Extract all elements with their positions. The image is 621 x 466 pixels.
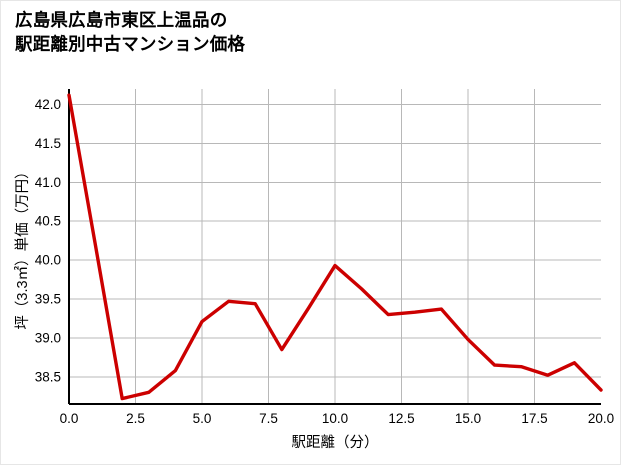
x-tick-label: 2.5 — [126, 411, 145, 426]
x-axis-title: 駅距離（分） — [292, 433, 379, 451]
x-tick-label: 12.5 — [388, 411, 414, 426]
y-tick-label: 41.0 — [35, 175, 61, 190]
x-tick-label: 0.0 — [60, 411, 79, 426]
y-tick-label: 39.0 — [35, 330, 61, 345]
x-tick-label: 7.5 — [259, 411, 278, 426]
x-tick-label: 20.0 — [588, 411, 614, 426]
y-tick-label: 38.5 — [35, 369, 61, 384]
gridline-group — [69, 89, 601, 404]
x-tick-label: 5.0 — [193, 411, 212, 426]
y-tick-label: 40.0 — [35, 253, 61, 268]
page-title: 広島県広島市東区上温品の 駅距離別中古マンション価格 — [15, 10, 246, 54]
y-tick-label: 41.5 — [35, 136, 61, 151]
x-tick-label: 15.0 — [455, 411, 481, 426]
x-tick-label: 10.0 — [322, 411, 348, 426]
x-tick-label-group: 0.0 2.5 5.0 7.5 10.0 12.5 15.0 17.5 20.0 — [60, 411, 615, 426]
y-tick-label: 42.0 — [35, 97, 61, 112]
data-series-line — [67, 93, 603, 401]
y-tick-label: 40.5 — [35, 214, 61, 229]
y-tick-label: 39.5 — [35, 292, 61, 307]
x-tick-label: 17.5 — [521, 411, 547, 426]
y-axis-title: 坪（3.3㎡）単価（万円） — [14, 164, 31, 329]
y-tick-label-group: 38.5 39.0 39.5 40.0 40.5 41.0 41.5 42.0 — [35, 97, 61, 384]
axis-spines — [67, 89, 601, 406]
